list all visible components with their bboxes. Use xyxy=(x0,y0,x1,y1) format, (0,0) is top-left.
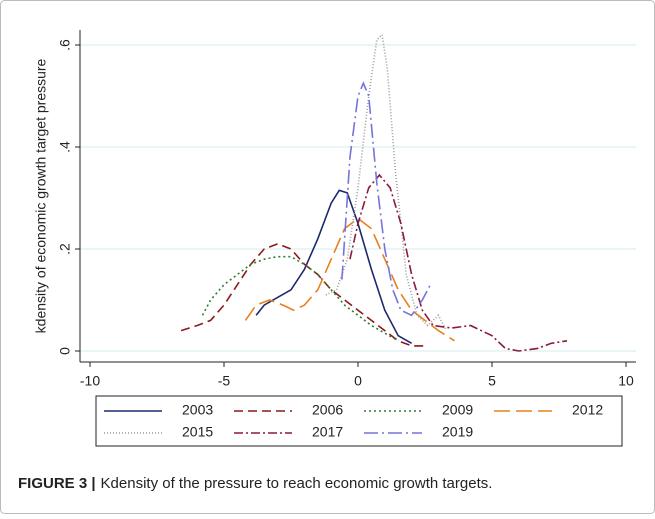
y-axis-label: kdensity of economic growth target press… xyxy=(33,58,49,333)
density-line xyxy=(349,173,568,352)
caption-label: FIGURE 3 | xyxy=(18,475,96,492)
legend-label: 2003 xyxy=(182,402,213,418)
density-line xyxy=(325,33,448,331)
y-tick-label: .4 xyxy=(57,141,73,153)
legend-label: 2006 xyxy=(312,402,343,418)
x-tick-label: 10 xyxy=(618,373,634,389)
x-tick-label: 0 xyxy=(354,373,362,389)
density-line xyxy=(201,255,399,342)
legend-label: 2009 xyxy=(442,402,473,418)
x-tick-label: -5 xyxy=(218,373,231,389)
caption-text: Kdensity of the pressure to reach econom… xyxy=(101,475,493,492)
y-tick-label: .2 xyxy=(57,243,73,255)
density-line xyxy=(180,243,425,347)
legend-box xyxy=(95,395,623,447)
y-tick-label: 0 xyxy=(57,347,73,355)
legend-label: 2019 xyxy=(442,424,473,440)
density-line xyxy=(341,81,432,317)
plot-area xyxy=(80,30,636,362)
legend-label: 2017 xyxy=(312,424,343,440)
caption: FIGURE 3 | Kdensity of the pressure to re… xyxy=(18,475,492,492)
x-tick-label: 5 xyxy=(488,373,496,389)
x-tick-label: -10 xyxy=(80,373,100,389)
legend-label: 2012 xyxy=(572,402,603,418)
density-line xyxy=(255,189,412,345)
y-tick-label: .6 xyxy=(57,39,73,51)
legend-label: 2015 xyxy=(182,424,213,440)
